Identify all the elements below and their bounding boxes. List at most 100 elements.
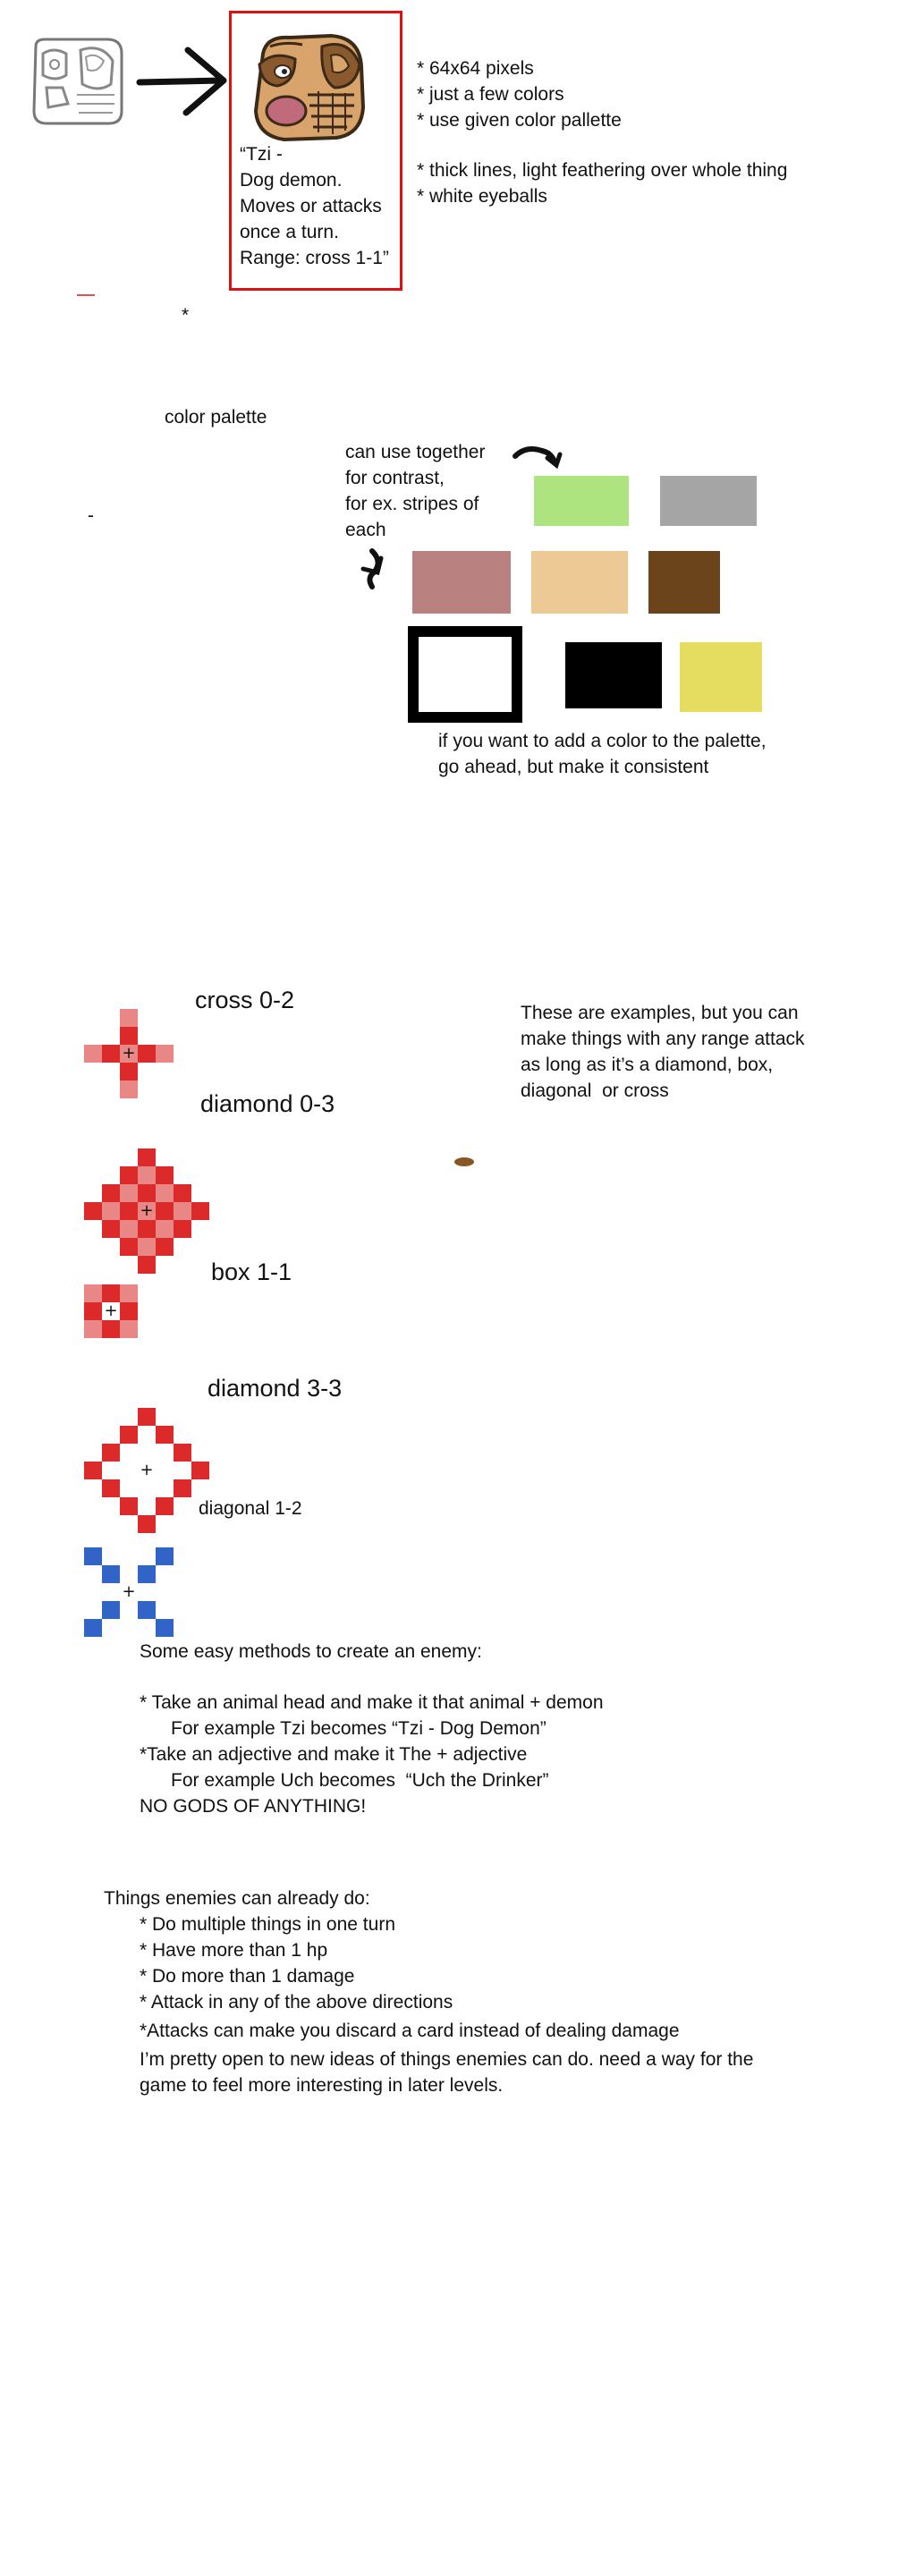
range-cell — [102, 1479, 120, 1497]
range-cell — [138, 1202, 156, 1220]
range-cell — [138, 1148, 156, 1166]
range-cell — [102, 1565, 120, 1583]
range-center-mark: + — [104, 1301, 118, 1320]
range-cell — [102, 1284, 120, 1302]
glyph-sketch-image — [32, 38, 123, 125]
range-cell — [156, 1619, 174, 1637]
range-cell — [120, 1009, 138, 1027]
spec-item: * white eyeballs — [417, 186, 547, 207]
range-cell — [138, 1045, 156, 1063]
range-cell — [120, 1238, 138, 1256]
range-cell — [156, 1497, 174, 1515]
range-note-line: diagonal or cross — [521, 1080, 669, 1101]
range-center-mark: + — [140, 1461, 154, 1479]
range-cell — [120, 1184, 138, 1202]
range-cell — [120, 1045, 138, 1063]
range-cell — [138, 1565, 156, 1583]
range-label-diamond-0-3: diamond 0-3 — [200, 1090, 335, 1117]
range-cell — [120, 1284, 138, 1302]
range-cell — [174, 1202, 191, 1220]
range-cell — [191, 1202, 209, 1220]
range-cell — [138, 1408, 156, 1426]
range-cell — [174, 1479, 191, 1497]
spec-list: * 64x64 pixels * just a few colors * use… — [417, 55, 622, 133]
range-cell — [120, 1027, 138, 1045]
range-label-cross-0-2: cross 0-2 — [195, 987, 295, 1013]
range-center-mark: + — [122, 1044, 136, 1063]
palette-title: color palette — [165, 407, 267, 428]
range-cell — [120, 1497, 138, 1515]
range-cell — [156, 1166, 174, 1184]
range-cell — [174, 1220, 191, 1238]
range-cell — [138, 1256, 156, 1274]
methods-line: For example Tzi becomes “Tzi - Dog Demon… — [140, 1718, 546, 1739]
abilities-item: * Do more than 1 damage — [140, 1966, 355, 1987]
stray-asterisk: * — [182, 305, 190, 326]
spec-item: * use given color pallette — [417, 110, 622, 131]
range-cell — [120, 1080, 138, 1098]
range-cell — [138, 1184, 156, 1202]
range-cell — [84, 1302, 102, 1320]
range-cell — [120, 1063, 138, 1080]
range-cell — [138, 1220, 156, 1238]
range-cell — [174, 1184, 191, 1202]
range-cell — [120, 1426, 138, 1444]
card-caption-line: once a turn. — [240, 222, 339, 242]
abilities-heading: Things enemies can already do: — [104, 1888, 370, 1909]
range-cell — [120, 1220, 138, 1238]
range-cell — [102, 1220, 120, 1238]
spec-item: * 64x64 pixels — [417, 58, 534, 79]
swatch-green — [534, 476, 629, 526]
range-cell — [84, 1547, 102, 1565]
swatch-rose — [412, 551, 511, 614]
right-arrow-icon — [136, 47, 227, 116]
range-cell — [156, 1220, 174, 1238]
range-cell — [102, 1202, 120, 1220]
abilities-item: game to feel more interesting in later l… — [140, 2075, 504, 2096]
methods-line: *Take an adjective and make it The + adj… — [140, 1744, 528, 1765]
range-cell — [156, 1238, 174, 1256]
stray-dash: - — [88, 505, 94, 526]
range-label-box-1-1: box 1-1 — [211, 1258, 292, 1285]
abilities-item: I’m pretty open to new ideas of things e… — [140, 2049, 754, 2070]
range-cell — [84, 1462, 102, 1479]
range-note-line: as long as it’s a diamond, box, — [521, 1055, 774, 1075]
range-cell — [138, 1515, 156, 1533]
range-cell — [120, 1202, 138, 1220]
range-center-mark: + — [122, 1582, 136, 1601]
range-cell — [156, 1202, 174, 1220]
palette-note-line: for ex. stripes of — [345, 494, 479, 514]
card-caption-line: Moves or attacks — [240, 196, 382, 216]
range-cell — [84, 1619, 102, 1637]
range-cell — [191, 1462, 209, 1479]
range-cell — [156, 1184, 174, 1202]
range-cell — [102, 1184, 120, 1202]
methods-line: NO GODS OF ANYTHING! — [140, 1796, 367, 1817]
range-cell — [84, 1320, 102, 1338]
range-cell — [156, 1426, 174, 1444]
methods-section: Some easy methods to create an enemy: * … — [140, 1639, 604, 1819]
range-cell — [102, 1320, 120, 1338]
range-center-cell — [102, 1302, 120, 1320]
palette-contrast-note: can use together for contrast, for ex. s… — [345, 439, 485, 543]
card-caption-line: “Tzi - — [240, 144, 283, 165]
abilities-item: * Attack in any of the above directions — [140, 1992, 453, 2012]
range-cell — [156, 1547, 174, 1565]
spec-item: * thick lines, light feathering over who… — [417, 160, 788, 181]
methods-line: For example Uch becomes “Uch the Drinker… — [140, 1770, 549, 1791]
methods-line: * Take an animal head and make it that a… — [140, 1692, 604, 1713]
range-cell — [156, 1045, 174, 1063]
card-caption: “Tzi - Dog demon. Moves or attacks once … — [240, 141, 389, 271]
range-cell — [84, 1045, 102, 1063]
range-cell — [138, 1601, 156, 1619]
range-note-line: make things with any range attack — [521, 1029, 805, 1049]
range-cell — [138, 1238, 156, 1256]
brown-smudge-mark — [454, 1157, 474, 1166]
palette-note-line: for contrast, — [345, 468, 445, 488]
spec-item: * just a few colors — [417, 84, 564, 105]
range-cell — [102, 1601, 120, 1619]
palette-note-line: if you want to add a color to the palett… — [438, 731, 767, 751]
range-cell — [84, 1202, 102, 1220]
curved-arrow-left-icon — [360, 548, 384, 589]
card-caption-line: Dog demon. — [240, 170, 343, 191]
